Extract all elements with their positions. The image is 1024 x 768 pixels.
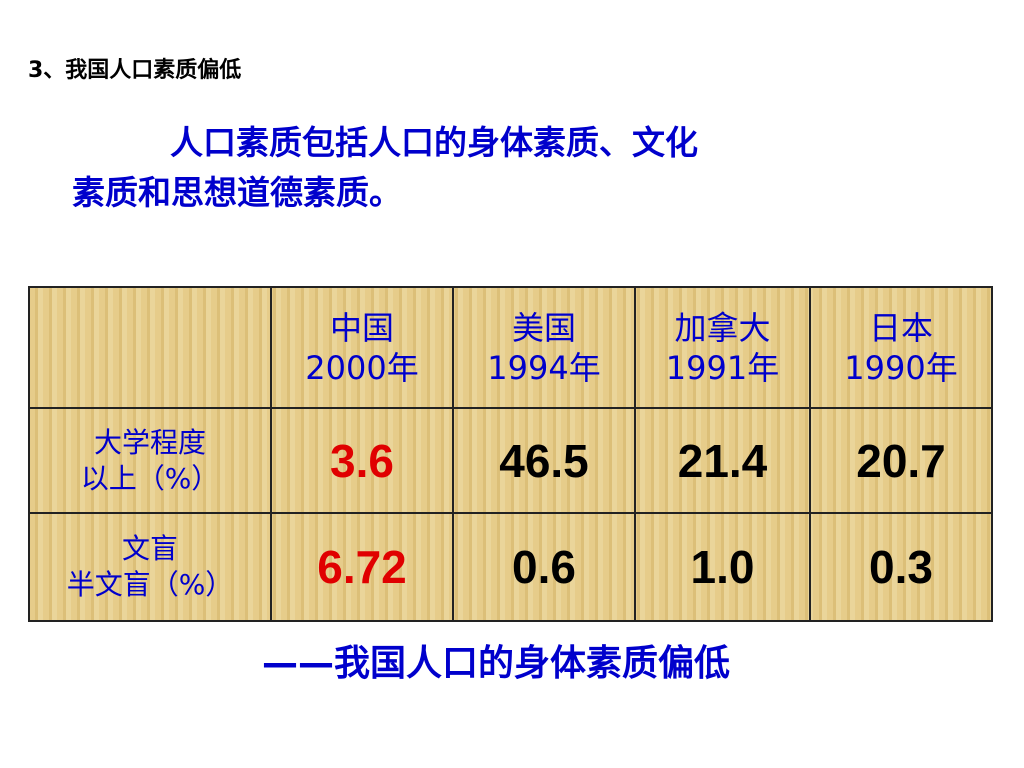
header-text: 日本	[868, 308, 933, 347]
row-label-text: 大学程度	[93, 425, 206, 459]
header-text: 1990年	[844, 348, 958, 387]
header-text: 美国	[511, 308, 576, 347]
value-cell: 6.72	[270, 512, 454, 622]
header-text: 加拿大	[674, 308, 771, 347]
header-cell: 美国 1994年	[452, 286, 636, 409]
header-text: 2000年	[305, 348, 419, 387]
paragraph-line: 素质和思想道德素质。	[72, 173, 402, 212]
paragraph-line: 人口素质包括人口的身体素质、文化	[170, 123, 698, 162]
header-text: 1991年	[665, 348, 780, 387]
row-label-text: 半文盲（%）	[66, 568, 234, 601]
value-cell: 46.5	[452, 407, 636, 514]
value-cell: 20.7	[809, 407, 993, 514]
header-text: 中国	[329, 308, 394, 347]
value-cell: 0.6	[452, 512, 636, 622]
row-label-text: 以上（%）	[80, 461, 220, 495]
header-cell: 加拿大 1991年	[634, 286, 811, 409]
value-cell: 1.0	[634, 512, 811, 622]
value-cell: 21.4	[634, 407, 811, 514]
data-table: 中国 2000年 美国 1994年 加拿大 1991年 日本 1990年 大学程度 以上（%） 3…	[28, 286, 993, 622]
value-cell: 0.3	[809, 512, 993, 622]
header-cell: 日本 1990年	[809, 286, 993, 409]
empty-cell	[28, 286, 272, 409]
header-cell: 中国 2000年	[270, 286, 454, 409]
row-label: 文盲 半文盲（%）	[28, 512, 272, 622]
row-label: 大学程度 以上（%）	[28, 407, 272, 514]
value-cell: 3.6	[270, 407, 454, 514]
header-text: 1994年	[487, 348, 601, 387]
row-label-text: 文盲	[121, 532, 178, 565]
conclusion: ——我国人口的身体素质偏低	[262, 643, 731, 684]
heading: 3、我国人口素质偏低	[28, 58, 242, 83]
